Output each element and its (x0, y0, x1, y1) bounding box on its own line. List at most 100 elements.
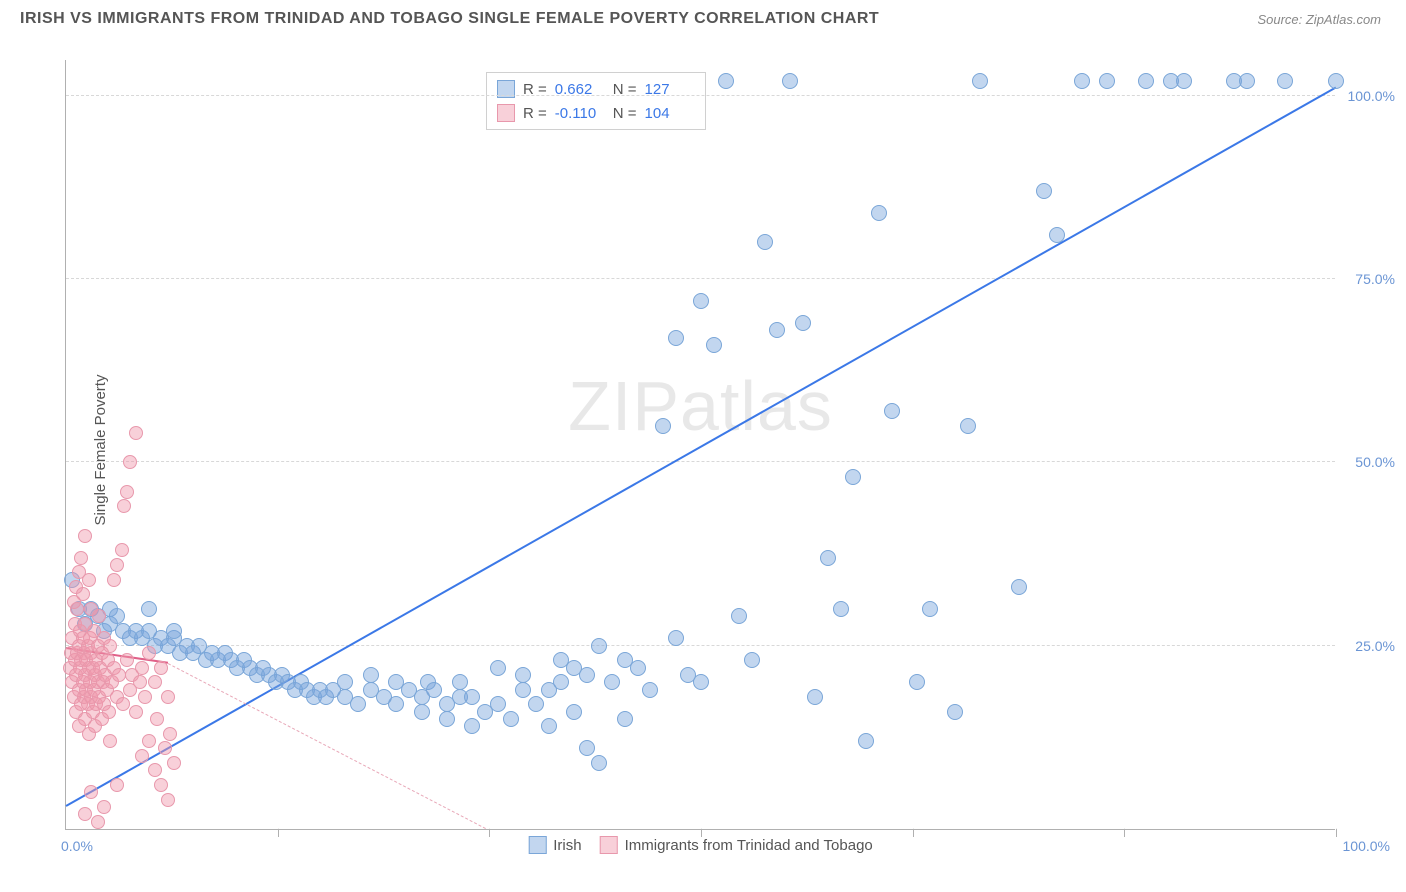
data-point-irish (464, 689, 480, 705)
n-value-trinidad: 104 (645, 105, 695, 122)
data-point-trinidad (120, 485, 134, 499)
data-point-irish (553, 674, 569, 690)
data-point-trinidad (103, 734, 117, 748)
data-point-trinidad (110, 558, 124, 572)
data-point-irish (141, 601, 157, 617)
data-point-irish (426, 682, 442, 698)
data-point-irish (1176, 73, 1192, 89)
gridline-v (1124, 828, 1125, 836)
r-label: R = (523, 105, 547, 122)
data-point-trinidad (74, 551, 88, 565)
y-tick-label: 50.0% (1355, 454, 1395, 470)
data-point-trinidad (161, 690, 175, 704)
data-point-irish (350, 696, 366, 712)
y-tick-label: 100.0% (1348, 88, 1395, 104)
data-point-irish (166, 623, 182, 639)
data-point-trinidad (117, 499, 131, 513)
data-point-irish (579, 667, 595, 683)
data-point-irish (744, 652, 760, 668)
legend-item-irish: Irish (528, 836, 581, 854)
gridline-h (66, 645, 1335, 646)
data-point-irish (960, 418, 976, 434)
data-point-irish (820, 550, 836, 566)
data-point-irish (731, 608, 747, 624)
data-point-trinidad (135, 749, 149, 763)
data-point-trinidad (91, 815, 105, 829)
data-point-irish (782, 73, 798, 89)
chart-title: IRISH VS IMMIGRANTS FROM TRINIDAD AND TO… (20, 10, 879, 28)
data-point-trinidad (102, 705, 116, 719)
data-point-irish (972, 73, 988, 89)
data-point-irish (858, 733, 874, 749)
data-point-irish (693, 293, 709, 309)
swatch-irish (528, 836, 546, 854)
data-point-irish (515, 682, 531, 698)
data-point-irish (922, 601, 938, 617)
data-point-irish (884, 403, 900, 419)
data-point-irish (1099, 73, 1115, 89)
data-point-irish (566, 704, 582, 720)
x-tick-label-max: 100.0% (1343, 838, 1390, 854)
data-point-irish (655, 418, 671, 434)
gridline-h (66, 461, 1335, 462)
data-point-trinidad (148, 763, 162, 777)
x-tick-label-min: 0.0% (61, 838, 93, 854)
gridline-v (278, 828, 279, 836)
header: IRISH VS IMMIGRANTS FROM TRINIDAD AND TO… (0, 0, 1406, 33)
data-point-irish (1277, 73, 1293, 89)
gridline-v (701, 828, 702, 836)
data-point-irish (757, 234, 773, 250)
data-point-trinidad (82, 573, 96, 587)
y-tick-label: 75.0% (1355, 271, 1395, 287)
data-point-irish (807, 689, 823, 705)
data-point-irish (591, 638, 607, 654)
data-point-irish (1011, 579, 1027, 595)
data-point-irish (630, 660, 646, 676)
data-point-irish (452, 674, 468, 690)
data-point-irish (1036, 183, 1052, 199)
data-point-irish (642, 682, 658, 698)
data-point-trinidad (92, 609, 106, 623)
data-point-irish (1138, 73, 1154, 89)
data-point-irish (388, 696, 404, 712)
chart-container: Single Female Poverty ZIPatlas R = 0.662… (50, 50, 1360, 850)
data-point-irish (439, 711, 455, 727)
data-point-trinidad (167, 756, 181, 770)
legend-row-trinidad: R = -0.110 N = 104 (497, 101, 695, 125)
data-point-irish (337, 674, 353, 690)
data-point-trinidad (107, 573, 121, 587)
data-point-trinidad (161, 793, 175, 807)
data-point-irish (769, 322, 785, 338)
gridline-v (1336, 828, 1337, 836)
data-point-trinidad (123, 455, 137, 469)
n-label: N = (613, 105, 637, 122)
data-point-irish (604, 674, 620, 690)
data-point-irish (1239, 73, 1255, 89)
data-point-irish (947, 704, 963, 720)
data-point-irish (579, 740, 595, 756)
data-point-irish (795, 315, 811, 331)
data-point-trinidad (129, 426, 143, 440)
data-point-irish (464, 718, 480, 734)
series-legend: Irish Immigrants from Trinidad and Tobag… (528, 836, 873, 854)
data-point-irish (490, 696, 506, 712)
data-point-irish (1049, 227, 1065, 243)
data-point-irish (490, 660, 506, 676)
data-point-irish (668, 330, 684, 346)
data-point-trinidad (154, 778, 168, 792)
data-point-trinidad (135, 661, 149, 675)
data-point-irish (109, 608, 125, 624)
data-point-trinidad (103, 639, 117, 653)
data-point-irish (591, 755, 607, 771)
data-point-irish (833, 601, 849, 617)
data-point-trinidad (115, 543, 129, 557)
data-point-trinidad (138, 690, 152, 704)
data-point-trinidad (67, 595, 81, 609)
data-point-irish (1074, 73, 1090, 89)
correlation-legend: R = 0.662 N = 127 R = -0.110 N = 104 (486, 72, 706, 130)
data-point-trinidad (142, 734, 156, 748)
data-point-trinidad (150, 712, 164, 726)
data-point-trinidad (133, 675, 147, 689)
data-point-trinidad (148, 675, 162, 689)
source-attribution: Source: ZipAtlas.com (1257, 12, 1381, 27)
